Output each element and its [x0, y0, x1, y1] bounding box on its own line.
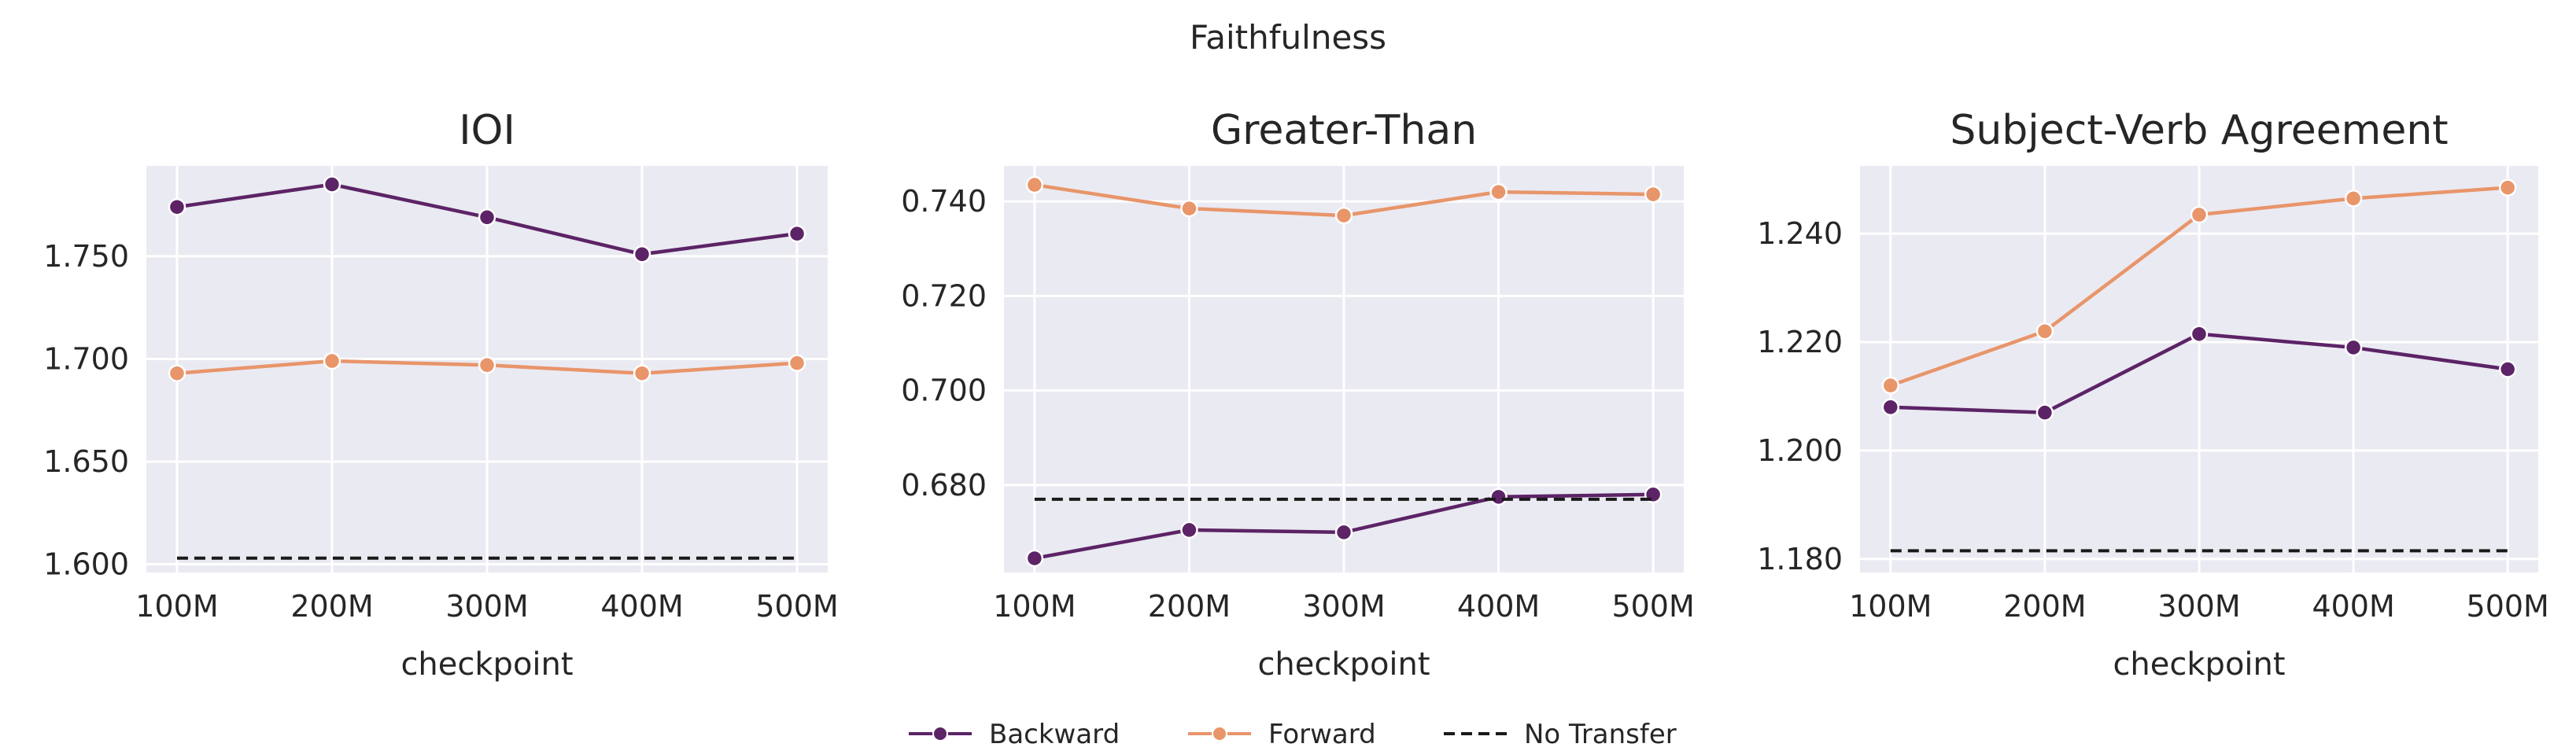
data-point [1025, 175, 1044, 194]
subplot-title: Greater-Than [1211, 107, 1477, 154]
data-point [633, 245, 651, 263]
data-point [633, 364, 651, 382]
x-axis-label: checkpoint [1257, 646, 1430, 683]
data-point [1025, 549, 1044, 568]
data-point [2035, 403, 2054, 422]
series-backward [1881, 325, 2517, 422]
x-tick-label: 200M [1148, 589, 1231, 624]
legend: Backward Forward No Transfer [909, 719, 1677, 750]
legend-entry-no-transfer: No Transfer [1444, 719, 1677, 750]
x-tick-label: 500M [1611, 589, 1694, 624]
legend-label: No Transfer [1524, 719, 1677, 750]
subplot-3: 100M 200M 300M 400M 500M 1.180 1.200 1.220 1.240… [1757, 107, 2549, 683]
data-point [1334, 206, 1353, 225]
subplot-title: Subject-Verb Agreement [1950, 107, 2448, 154]
legend-label: Forward [1268, 719, 1376, 750]
data-point [478, 356, 496, 374]
data-point [168, 364, 186, 382]
data-point [1489, 488, 1508, 506]
data-point [323, 175, 341, 193]
x-tick-label: 300M [2157, 589, 2240, 624]
y-tick-label: 0.700 [901, 374, 987, 408]
data-point [2498, 360, 2517, 378]
x-tick-label: 300M [1302, 589, 1385, 624]
data-point [2190, 325, 2209, 343]
x-tick-label: 400M [2312, 589, 2394, 624]
data-point [168, 197, 186, 216]
y-tick-label: 0.740 [901, 184, 987, 219]
x-axis-label: checkpoint [2113, 646, 2285, 683]
figure-title: Faithfulness [1190, 18, 1386, 57]
x-axis-label: checkpoint [400, 646, 573, 683]
x-tick-label: 500M [755, 589, 838, 624]
data-point [1881, 376, 1900, 395]
data-point [1644, 185, 1663, 204]
y-tick-label: 0.680 [901, 468, 987, 503]
data-point [1180, 521, 1198, 539]
x-tick-label: 100M [1849, 589, 1932, 624]
data-point [788, 354, 806, 372]
data-point [323, 352, 341, 370]
data-point [2190, 205, 2209, 224]
data-point [1180, 199, 1198, 218]
series-forward [1025, 175, 1663, 225]
legend-marker [932, 726, 948, 742]
y-tick-label: 0.720 [901, 278, 987, 313]
series-backward [168, 175, 806, 263]
data-point [2344, 338, 2363, 357]
x-tick-label: 100M [135, 589, 218, 624]
legend-label: Backward [989, 719, 1120, 750]
y-tick-label: 1.700 [43, 341, 129, 376]
legend-entry-backward: Backward [909, 719, 1120, 750]
y-tick-label: 1.180 [1757, 542, 1843, 576]
x-tick-label: 500M [2467, 589, 2549, 624]
y-tick-label: 1.600 [43, 547, 129, 582]
data-point [2035, 322, 2054, 341]
subplot-title: IOI [459, 107, 515, 154]
y-tick-label: 1.220 [1757, 325, 1843, 359]
x-tick-label: 200M [290, 589, 373, 624]
data-point [788, 224, 806, 243]
data-point [1881, 398, 1900, 417]
x-tick-label: 400M [1457, 589, 1540, 624]
x-tick-label: 200M [2003, 589, 2086, 624]
y-tick-label: 1.240 [1757, 216, 1843, 251]
series-forward [1881, 179, 2517, 395]
x-tick-label: 400M [600, 589, 683, 624]
subplot-1: 100M 200M 300M 400M 500M 1.600 1.650 1.700 1.750… [43, 107, 838, 683]
data-point [2498, 179, 2517, 197]
series-forward [168, 352, 806, 382]
data-point [1334, 523, 1353, 542]
x-tick-label: 100M [993, 589, 1076, 624]
data-point [478, 208, 496, 226]
data-point [2344, 190, 2363, 208]
x-tick-label: 300M [445, 589, 528, 624]
data-point [1489, 182, 1508, 201]
legend-entry-forward: Forward [1188, 719, 1376, 750]
y-tick-label: 1.750 [43, 239, 129, 274]
legend-marker [1212, 726, 1227, 742]
subplot-2: 100M 200M 300M 400M 500M 0.680 0.700 0.720 0.740… [901, 107, 1695, 683]
y-tick-label: 1.650 [43, 444, 129, 479]
y-tick-label: 1.200 [1757, 433, 1843, 468]
